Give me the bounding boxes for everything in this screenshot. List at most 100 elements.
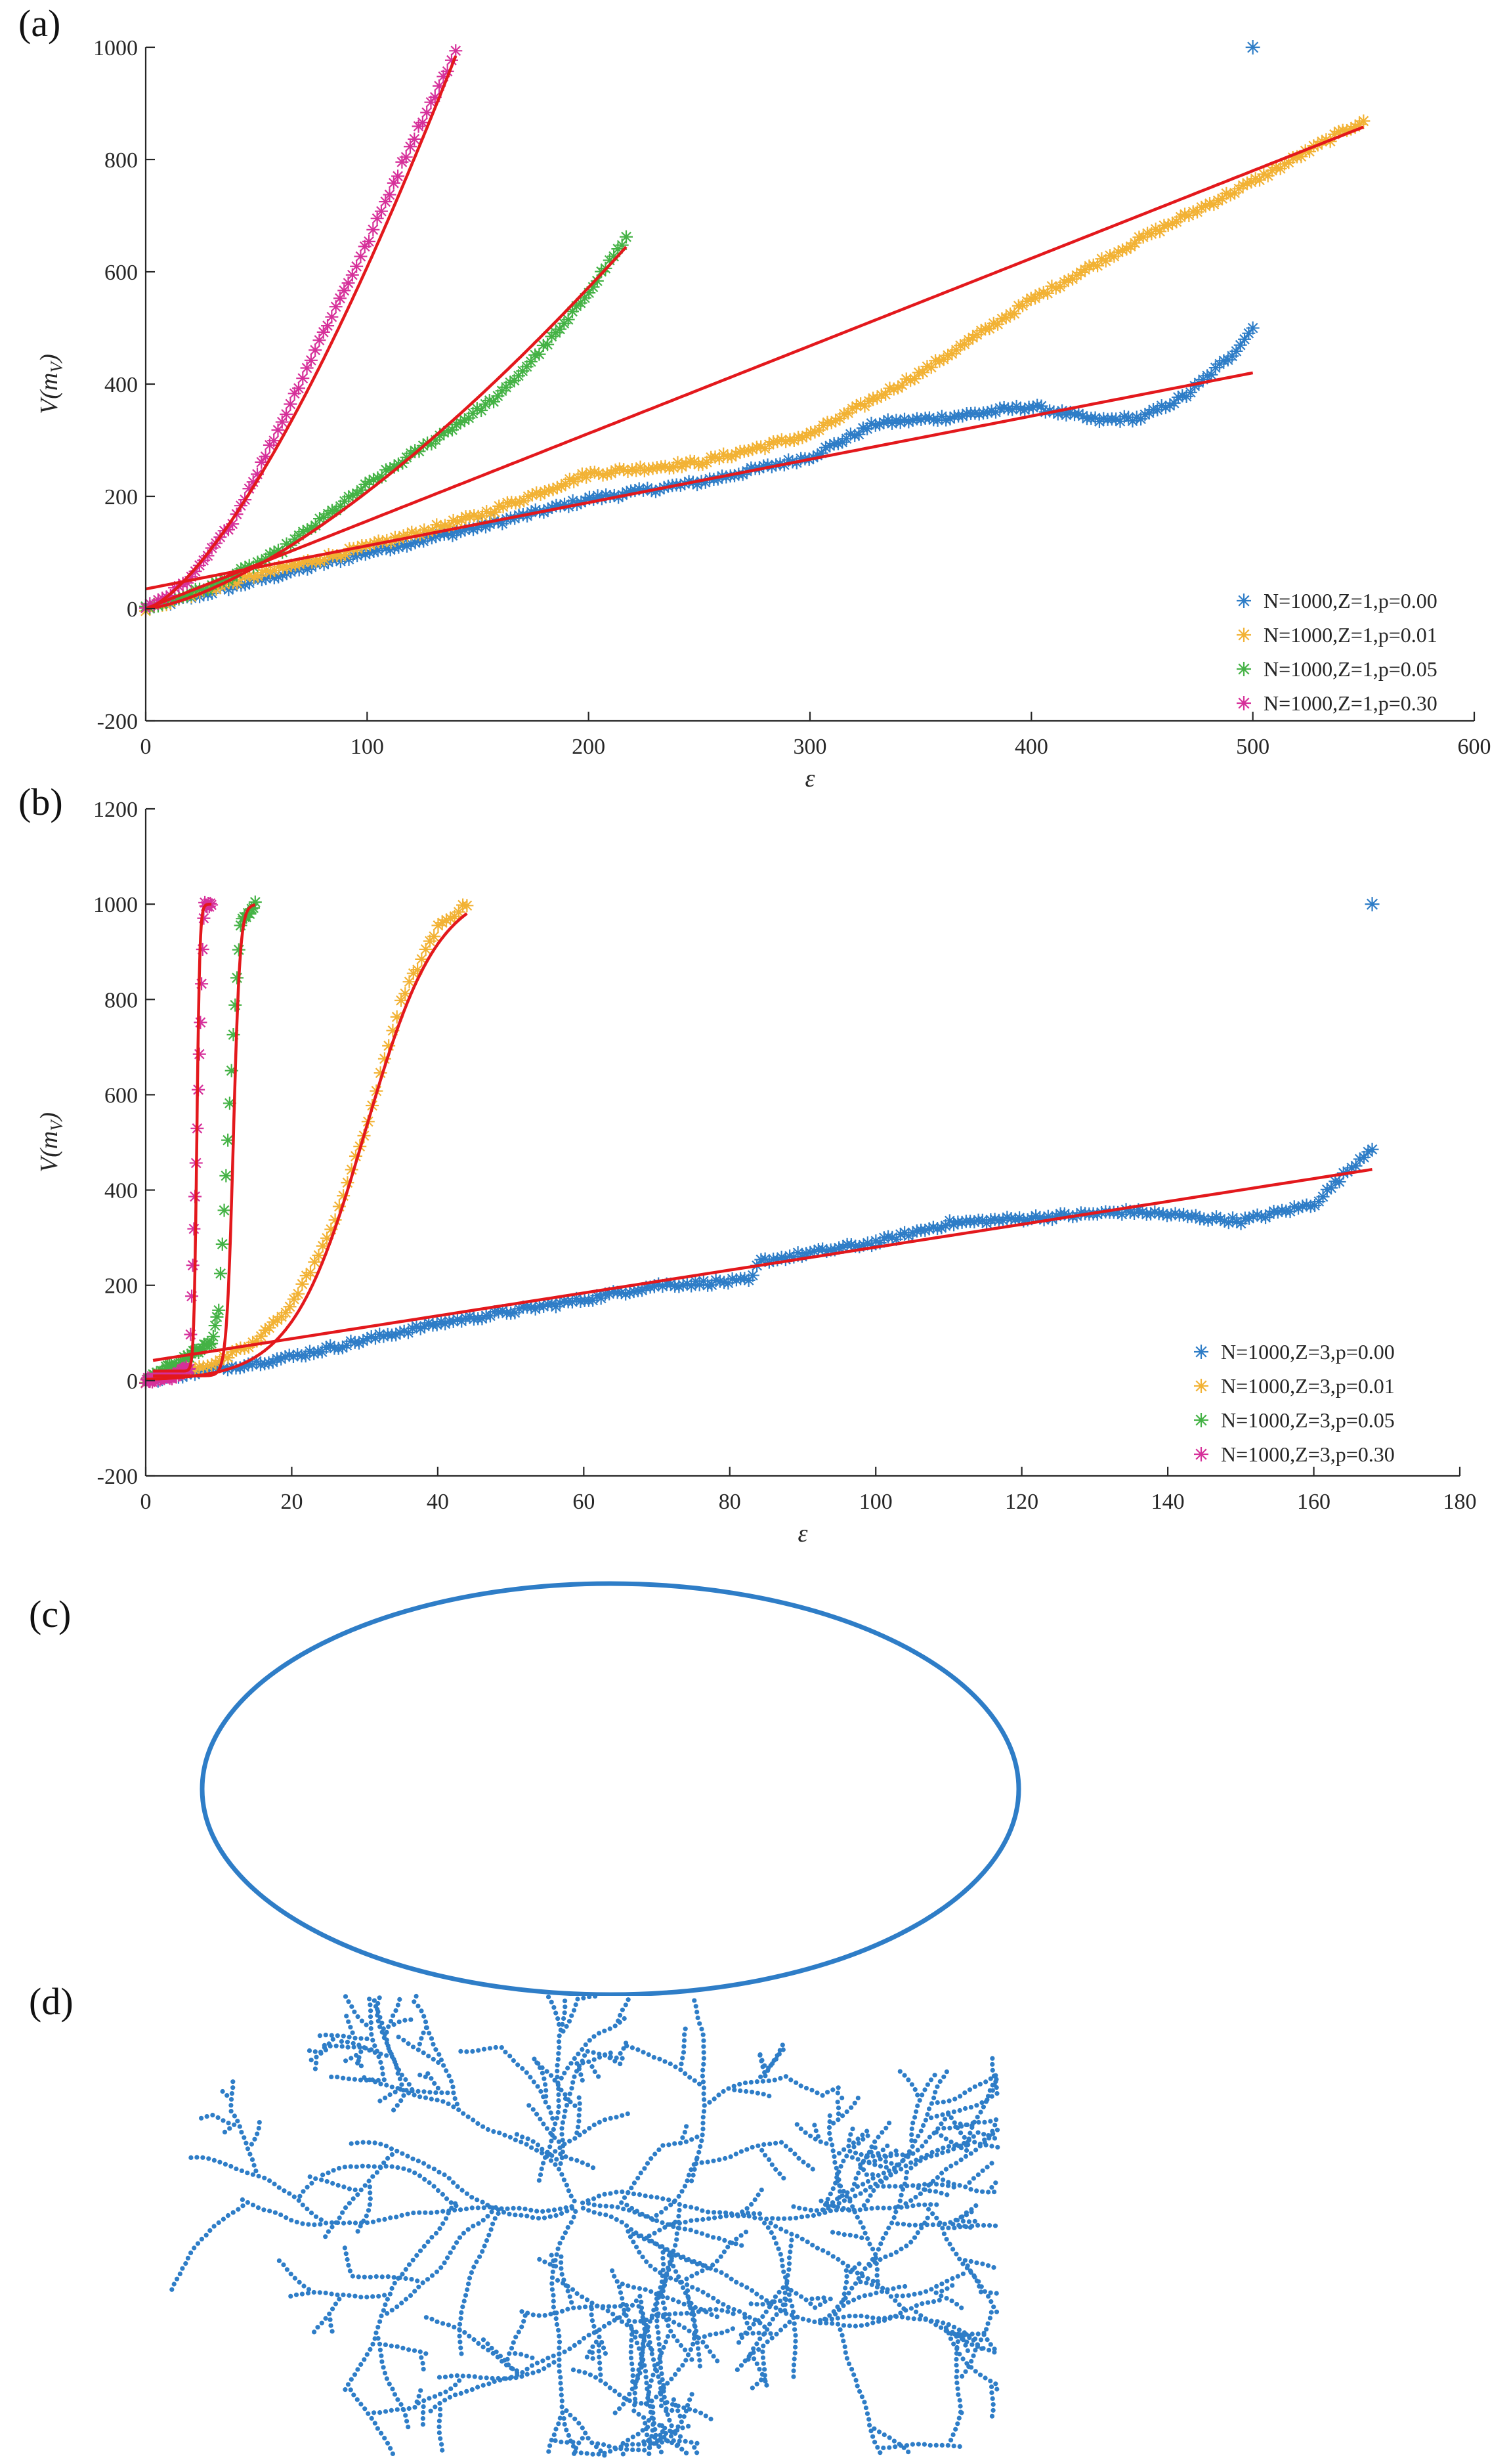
panel-label-c: (c)	[29, 1593, 72, 1635]
data-point	[309, 343, 322, 357]
data-point	[196, 942, 209, 956]
data-point	[379, 195, 393, 209]
data-point	[284, 397, 297, 411]
data-point	[374, 204, 388, 218]
axes	[144, 808, 1461, 1477]
x-tick-label: 500	[1236, 735, 1269, 759]
x-tick-label: 200	[572, 735, 605, 759]
data-point	[444, 912, 458, 926]
legend-marker	[1237, 696, 1251, 710]
data-point	[530, 486, 543, 500]
data-point	[524, 355, 538, 368]
data-point	[304, 353, 318, 367]
x-axis-label: ε	[798, 1520, 808, 1547]
data-point	[475, 404, 488, 418]
outlier-point	[1245, 40, 1260, 54]
data-point	[933, 354, 947, 368]
data-point	[1365, 1142, 1379, 1156]
y-tick-label: 600	[104, 1083, 138, 1108]
data-point	[410, 1319, 423, 1333]
x-tick-label: 20	[280, 1490, 303, 1514]
panel-c-ellipse	[200, 1581, 1021, 1996]
data-point	[223, 1096, 236, 1110]
x-tick-label: 180	[1443, 1490, 1477, 1514]
data-point	[350, 259, 364, 273]
data-point	[325, 310, 339, 324]
series-2	[139, 230, 633, 615]
x-tick-label: 160	[1297, 1490, 1330, 1514]
data-point	[283, 1300, 297, 1314]
panel-label-d: (d)	[29, 1980, 74, 2023]
data-point	[206, 1329, 220, 1343]
axes	[144, 46, 1476, 722]
legend-entry: N=1000,Z=1,p=0.00	[1264, 589, 1437, 613]
data-point	[1026, 400, 1040, 414]
x-axis-label: ε	[805, 765, 815, 792]
data-point	[1349, 1159, 1363, 1173]
data-point	[300, 361, 314, 375]
data-point	[354, 249, 368, 263]
data-point	[186, 1259, 200, 1272]
fit-line-0	[145, 371, 1254, 591]
data-point	[1234, 1217, 1248, 1230]
x-tick-label: 100	[859, 1490, 893, 1514]
y-tick-label: 200	[104, 1274, 138, 1299]
data-point	[1325, 1181, 1338, 1195]
data-point	[1229, 344, 1243, 358]
y-tick-label: 0	[127, 597, 138, 622]
data-point	[991, 317, 1005, 331]
data-point	[427, 930, 441, 943]
data-point	[212, 1303, 226, 1317]
data-point	[902, 415, 916, 429]
data-point	[746, 1268, 759, 1282]
data-point	[460, 899, 474, 913]
legend-entry: N=1000,Z=3,p=0.30	[1221, 1442, 1395, 1466]
data-point	[1246, 321, 1260, 335]
panel-label-a: (a)	[18, 2, 61, 45]
data-point	[258, 1357, 272, 1371]
data-point	[230, 971, 244, 985]
data-point	[383, 188, 396, 202]
y-tick-label: 800	[104, 988, 138, 1012]
data-point	[366, 223, 380, 236]
data-point	[228, 998, 242, 1012]
outlier-point	[1365, 897, 1380, 912]
data-point	[232, 943, 245, 957]
data-point	[221, 1351, 235, 1365]
fit-line-1	[145, 125, 1365, 611]
fit-line-2	[145, 246, 628, 611]
chart-b: 0 20 40 60 80 100 120 140 160 180-200020040060080…	[35, 798, 1477, 1547]
y-tick-label: -200	[97, 1465, 138, 1489]
legend-entry: N=1000,Z=1,p=0.01	[1264, 623, 1437, 647]
legend-marker	[1237, 594, 1251, 608]
x-tick-label: 100	[351, 735, 384, 759]
panel-d-dendrite	[169, 1993, 1000, 2458]
fit-line-3	[145, 55, 458, 611]
x-tick-label: 120	[1005, 1490, 1038, 1514]
series-0	[139, 897, 1380, 1390]
data-point	[217, 1203, 231, 1217]
data-point	[590, 274, 604, 288]
data-point	[341, 1176, 354, 1190]
x-tick-label: 80	[719, 1490, 741, 1514]
y-tick-label: 400	[104, 1179, 138, 1203]
y-tick-label: 1000	[93, 36, 138, 60]
plot-area	[146, 47, 1474, 721]
legend-entry: N=1000,Z=3,p=0.01	[1221, 1374, 1395, 1398]
x-tick-label: 40	[427, 1490, 449, 1514]
x-tick-label: 400	[1015, 735, 1048, 759]
fit-line-2	[153, 903, 256, 1377]
data-point	[187, 1222, 201, 1236]
data-point	[362, 234, 376, 248]
data-point	[394, 993, 408, 1007]
legend-marker	[1237, 662, 1251, 676]
data-point	[420, 106, 434, 119]
data-point	[1316, 1190, 1330, 1203]
data-point	[532, 347, 546, 361]
data-point	[1204, 368, 1218, 381]
ellipse-boundary	[200, 1581, 1021, 1996]
data-point	[1153, 225, 1167, 238]
legend-marker	[1237, 628, 1251, 642]
legend-marker	[1194, 1413, 1208, 1427]
